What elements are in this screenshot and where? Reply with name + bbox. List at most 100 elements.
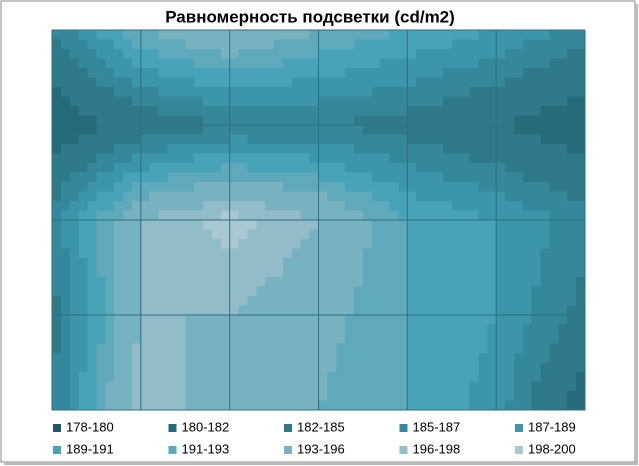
contour-cell — [247, 106, 257, 116]
contour-cell — [531, 39, 542, 50]
contour-cell — [309, 182, 319, 192]
contour-cell — [194, 172, 204, 183]
contour-cell — [69, 334, 80, 344]
contour-cell — [158, 305, 168, 316]
contour-cell — [229, 400, 240, 411]
contour-cell — [318, 353, 328, 363]
contour-cell — [442, 172, 453, 183]
contour-cell — [558, 305, 568, 316]
contour-cell — [256, 229, 266, 240]
contour-cell — [185, 163, 195, 173]
contour-cell — [442, 362, 453, 373]
contour-cell — [158, 191, 168, 202]
contour-cell — [451, 115, 462, 126]
contour-cell — [114, 172, 124, 183]
contour-cell — [460, 381, 471, 392]
legend-label: 180-182 — [182, 419, 230, 434]
contour-cell — [318, 267, 328, 278]
contour-cell — [140, 58, 151, 69]
contour-cell — [451, 220, 462, 230]
contour-cell — [345, 87, 355, 97]
contour-cell — [460, 248, 471, 259]
contour-cell — [540, 324, 550, 335]
contour-cell — [220, 324, 231, 335]
contour-cell — [300, 248, 311, 259]
contour-cell — [425, 30, 435, 40]
contour-cell — [309, 324, 319, 335]
contour-cell — [354, 191, 364, 202]
contour-cell — [176, 305, 186, 316]
contour-cell — [140, 39, 151, 50]
contour-cell — [469, 191, 479, 202]
contour-cell — [203, 296, 213, 306]
contour-cell — [451, 182, 462, 192]
contour-cell — [96, 39, 106, 50]
contour-cell — [96, 201, 106, 211]
contour-cell — [442, 125, 453, 135]
contour-cell — [318, 381, 328, 392]
contour-cell — [451, 134, 462, 145]
contour-cell — [291, 372, 302, 382]
contour-cell — [398, 267, 408, 278]
legend-label: 196-198 — [413, 441, 461, 456]
contour-cell — [96, 87, 106, 97]
contour-cell — [140, 277, 151, 287]
contour-cell — [167, 49, 177, 59]
contour-cell — [131, 305, 142, 316]
contour-cell — [416, 324, 426, 335]
contour-cell — [505, 334, 515, 344]
contour-cell — [140, 163, 151, 173]
contour-cell — [380, 324, 391, 335]
contour-cell — [549, 220, 559, 230]
contour-cell — [149, 220, 160, 230]
contour-cell — [487, 144, 497, 154]
contour-cell — [505, 30, 515, 40]
contour-cell — [522, 315, 533, 325]
contour-cell — [505, 248, 515, 259]
contour-cell — [229, 391, 240, 401]
contour-cell — [291, 182, 302, 192]
contour-cell — [531, 372, 542, 382]
contour-cell — [576, 191, 586, 202]
contour-cell — [167, 201, 177, 211]
contour-cell — [318, 96, 328, 107]
contour-cell — [576, 400, 586, 411]
contour-cell — [238, 201, 248, 211]
contour-cell — [52, 68, 62, 78]
contour-cell — [513, 49, 524, 59]
contour-cell — [105, 267, 115, 278]
contour-cell — [194, 115, 204, 126]
contour-cell — [105, 39, 115, 50]
contour-cell — [194, 220, 204, 230]
contour-cell — [78, 229, 89, 240]
contour-cell — [371, 305, 382, 316]
contour-cell — [531, 277, 542, 287]
contour-cell — [105, 343, 115, 354]
contour-cell — [140, 362, 151, 373]
contour-cell — [87, 220, 97, 230]
contour-cell — [469, 324, 479, 335]
contour-cell — [265, 220, 275, 230]
contour-cell — [194, 96, 204, 107]
contour-cell — [185, 68, 195, 78]
contour-cell — [52, 277, 62, 287]
contour-cell — [69, 220, 80, 230]
contour-cell — [531, 286, 542, 297]
contour-cell — [176, 39, 186, 50]
contour-cell — [496, 125, 506, 135]
contour-cell — [433, 324, 444, 335]
contour-cell — [469, 277, 479, 287]
contour-cell — [220, 68, 231, 78]
contour-cell — [167, 258, 177, 268]
contour-cell — [185, 334, 195, 344]
contour-cell — [496, 305, 506, 316]
contour-cell — [460, 286, 471, 297]
contour-cell — [69, 353, 80, 363]
contour-cell — [513, 220, 524, 230]
contour-cell — [318, 239, 328, 249]
contour-cell — [78, 201, 89, 211]
contour-cell — [247, 334, 257, 344]
contour-cell — [522, 229, 533, 240]
contour-cell — [345, 115, 355, 126]
contour-cell — [576, 277, 586, 287]
